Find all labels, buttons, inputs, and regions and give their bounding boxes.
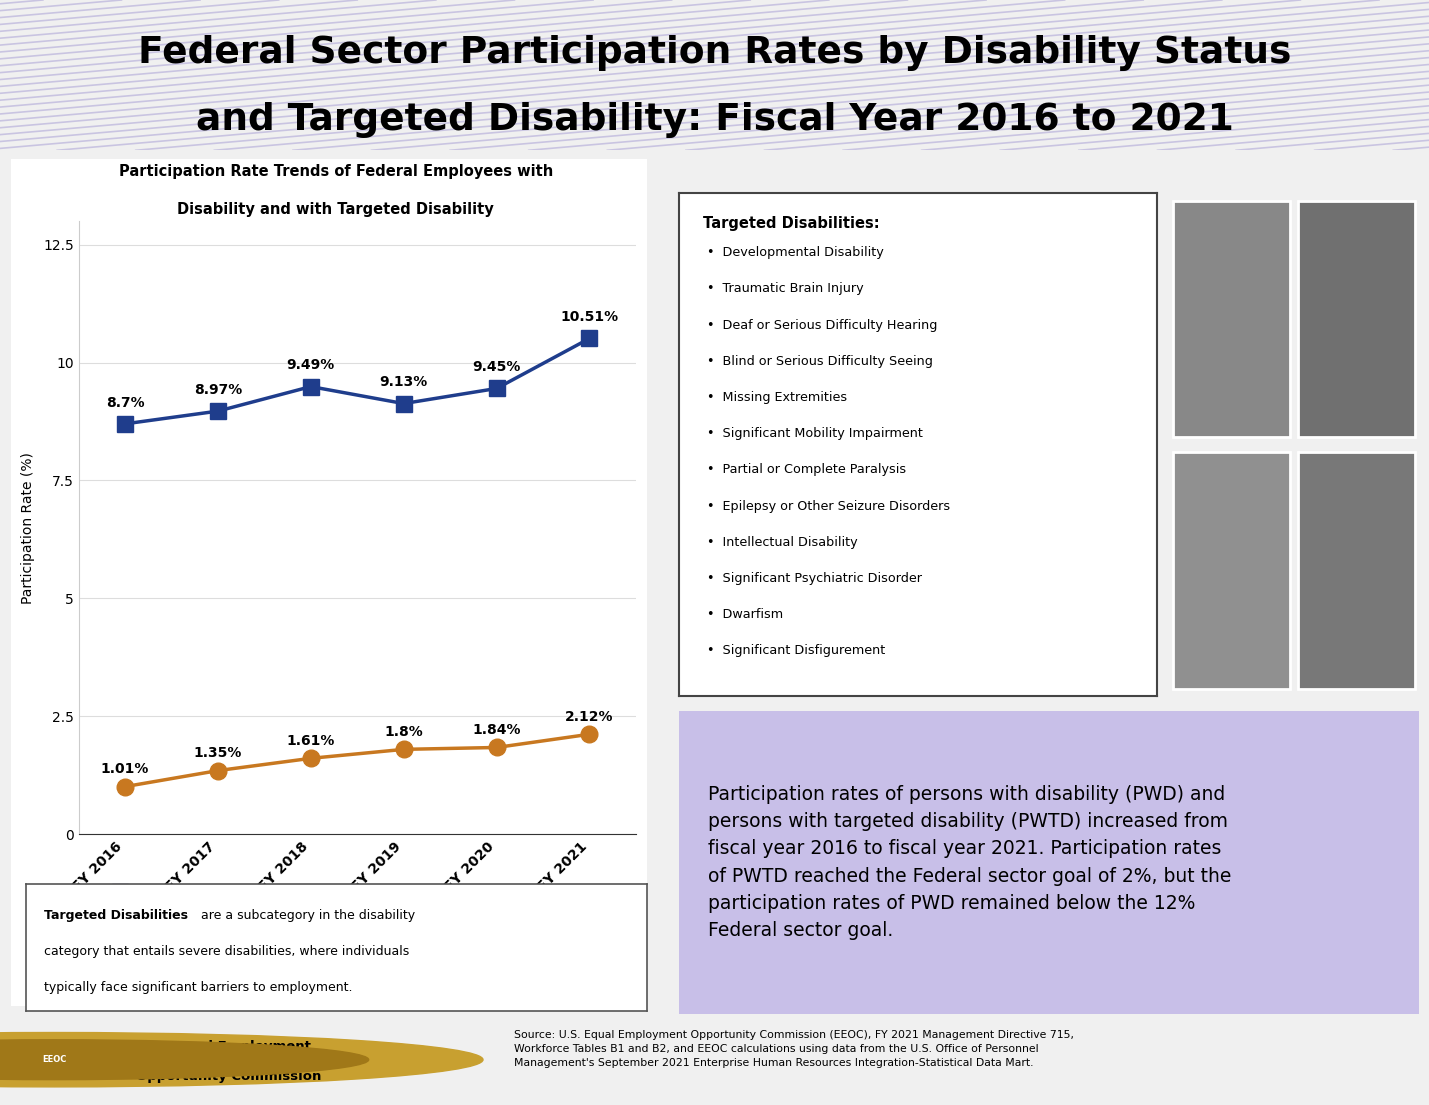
Text: •  Dwarfism: • Dwarfism [707, 608, 783, 621]
Bar [1173, 452, 1290, 688]
Text: •  Blind or Serious Difficulty Seeing: • Blind or Serious Difficulty Seeing [707, 355, 933, 368]
Text: are a subcategory in the disability: are a subcategory in the disability [197, 909, 414, 923]
Text: typically face significant barriers to employment.: typically face significant barriers to e… [44, 980, 353, 993]
Bar [1298, 452, 1415, 688]
Text: •  Traumatic Brain Injury: • Traumatic Brain Injury [707, 283, 865, 295]
Text: 8.97%: 8.97% [194, 383, 242, 397]
Text: 9.49%: 9.49% [287, 358, 334, 372]
Text: •  Significant Mobility Impairment: • Significant Mobility Impairment [707, 428, 923, 440]
Text: Source: U.S. Equal Employment Opportunity Commission (EEOC), FY 2021 Management : Source: U.S. Equal Employment Opportunit… [514, 1030, 1075, 1067]
Text: 1.84%: 1.84% [473, 723, 520, 737]
Text: 10.51%: 10.51% [560, 311, 619, 324]
Text: •  Significant Psychiatric Disorder: • Significant Psychiatric Disorder [707, 572, 923, 585]
Text: •  Epilepsy or Other Seizure Disorders: • Epilepsy or Other Seizure Disorders [707, 499, 950, 513]
Text: Opportunity Commission: Opportunity Commission [136, 1070, 322, 1083]
Text: 1.61%: 1.61% [287, 734, 334, 748]
Text: U.S. Equal Employment: U.S. Equal Employment [136, 1040, 310, 1053]
Text: Participation rates of persons with disability (PWD) and
persons with targeted d: Participation rates of persons with disa… [709, 785, 1232, 940]
Text: 8.7%: 8.7% [106, 396, 144, 410]
Text: •  Significant Disfigurement: • Significant Disfigurement [707, 644, 886, 657]
Text: Disability: Disability [157, 885, 224, 899]
Text: Targeted Disabilities:: Targeted Disabilities: [703, 215, 879, 231]
Text: category that entails severe disabilities, where individuals: category that entails severe disabilitie… [44, 945, 410, 958]
Text: Federal Sector Participation Rates by Disability Status: Federal Sector Participation Rates by Di… [137, 34, 1292, 71]
Text: •  Deaf or Serious Difficulty Hearing: • Deaf or Serious Difficulty Hearing [707, 318, 937, 331]
Bar [1298, 201, 1415, 438]
Bar [1173, 201, 1290, 438]
Text: •  Intellectual Disability: • Intellectual Disability [707, 536, 859, 549]
Text: 9.13%: 9.13% [380, 376, 427, 389]
Circle shape [0, 1032, 483, 1087]
Text: 1.8%: 1.8% [384, 725, 423, 739]
Text: •  Partial or Complete Paralysis: • Partial or Complete Paralysis [707, 463, 906, 476]
Text: •  Missing Extremities: • Missing Extremities [707, 391, 847, 404]
Text: and Targeted Disability: Fiscal Year 2016 to 2021: and Targeted Disability: Fiscal Year 201… [196, 103, 1233, 138]
Text: 1.01%: 1.01% [101, 762, 149, 776]
Text: EEOC: EEOC [41, 1055, 67, 1064]
Text: Targeted Disabilities: Targeted Disabilities [44, 909, 189, 923]
Bar [11, 159, 647, 1006]
Text: Participation Rate Trends of Federal Employees with: Participation Rate Trends of Federal Emp… [119, 164, 553, 179]
Text: 1.35%: 1.35% [194, 746, 242, 760]
Y-axis label: Participation Rate (%): Participation Rate (%) [20, 452, 34, 603]
X-axis label: Fiscal Year (FY): Fiscal Year (FY) [292, 905, 423, 920]
Text: 9.45%: 9.45% [473, 360, 520, 375]
Text: Disability and with Targeted Disability: Disability and with Targeted Disability [177, 201, 494, 217]
Text: 2.12%: 2.12% [566, 709, 613, 724]
Circle shape [0, 1040, 369, 1080]
Text: •  Developmental Disability: • Developmental Disability [707, 246, 885, 260]
Text: Targeted Disability: Targeted Disability [352, 885, 489, 899]
